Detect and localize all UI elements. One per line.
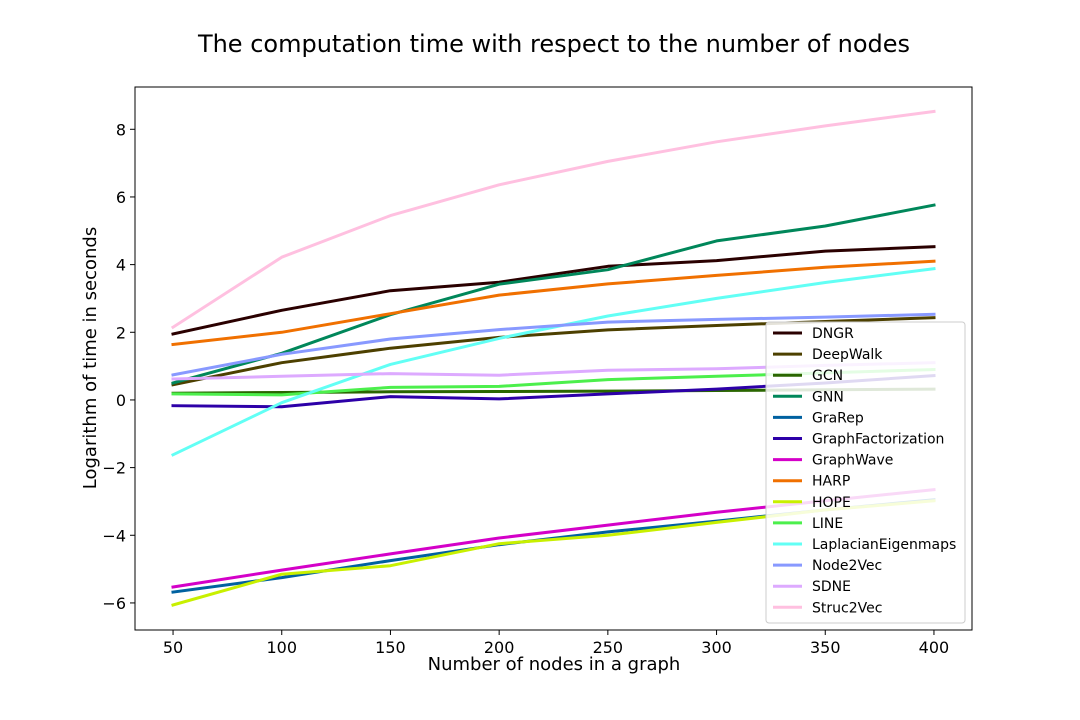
x-tick-label: 150 [375, 638, 406, 657]
x-tick-label: 50 [163, 638, 183, 657]
y-tick-label: 2 [116, 323, 126, 342]
y-tick-label: −2 [102, 459, 126, 478]
legend-label: LINE [812, 516, 843, 532]
x-tick-label: 250 [593, 638, 624, 657]
legend-label: HARP [812, 474, 850, 490]
legend-label: DeepWalk [812, 347, 883, 363]
legend-label: DNGR [812, 326, 854, 342]
x-tick-label: 400 [919, 638, 950, 657]
legend-label: GNN [812, 389, 844, 405]
y-axis-label: Logarithm of time in seconds [80, 227, 101, 489]
legend-label: HOPE [812, 495, 851, 511]
legend-label: GraRep [812, 410, 864, 426]
x-tick-label: 100 [266, 638, 297, 657]
legend-label: GraphFactorization [812, 432, 944, 448]
legend-label: GraphWave [812, 453, 893, 469]
legend-box [765, 321, 966, 624]
legend-label: GCN [812, 368, 843, 384]
y-tick-label: 4 [116, 256, 126, 275]
series-line-struc2vec [170, 109, 936, 330]
legend-label: Node2Vec [812, 558, 882, 574]
y-tick-label: 8 [116, 120, 126, 139]
x-tick-label: 300 [701, 638, 732, 657]
legend: DNGR DeepWalk GCN GNN GraRep GraphFactorizati… [765, 321, 966, 624]
y-tick-label: 0 [116, 391, 126, 410]
axes: 50 100 150 200 250 300 350 400 −6 −4 −2 0 2 4 6 8 [102, 86, 973, 657]
chart-title: The computation time with respect to the… [197, 30, 910, 58]
series-line-gnn [171, 203, 936, 385]
series-line-harp [171, 259, 936, 347]
plot-frame [134, 86, 973, 631]
x-tick-label: 350 [810, 638, 841, 657]
y-tick-label: −4 [102, 526, 126, 545]
x-tick-label: 200 [484, 638, 515, 657]
y-tick-label: 6 [116, 188, 126, 207]
series-line-dngr [171, 245, 936, 336]
x-axis-label: Number of nodes in a graph [428, 654, 681, 675]
legend-label: SDNE [812, 579, 851, 595]
series-line-node2vec [171, 312, 936, 377]
legend-label: LaplacianEigenmaps [812, 537, 956, 553]
y-tick-label: −6 [102, 594, 126, 613]
legend-label: Struc2Vec [812, 600, 882, 616]
